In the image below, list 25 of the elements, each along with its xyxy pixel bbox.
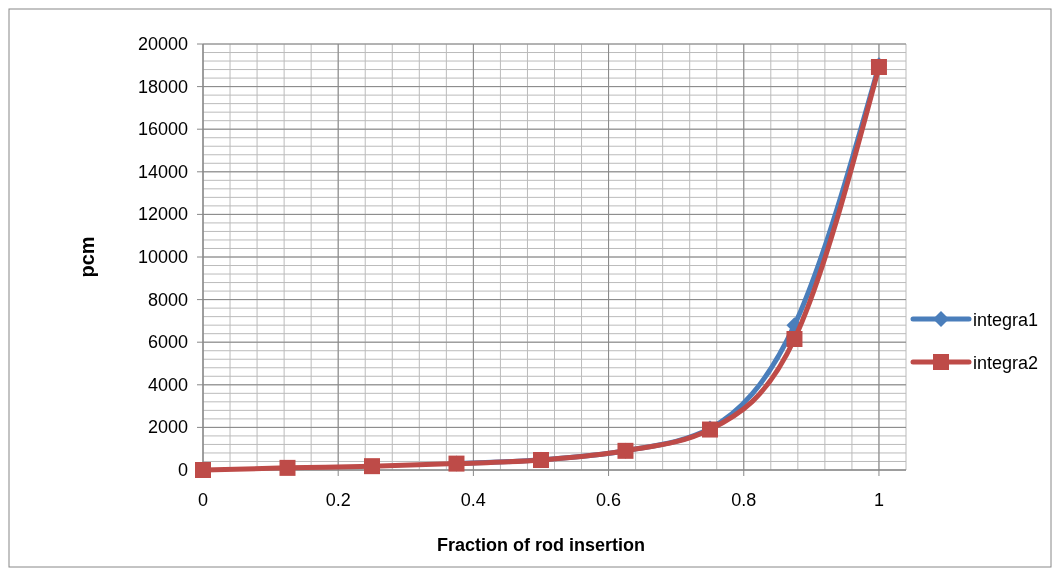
y-tick-label: 14000 [137,161,188,182]
x-tick-label: 0.4 [460,490,486,510]
x-axis-title: Fraction of rod insertion [436,535,645,555]
legend-label: integra2 [973,353,1039,373]
y-tick-label: 10000 [137,247,188,267]
y-tick-label: 0 [177,460,188,480]
x-tick-label: 0.8 [731,490,757,510]
y-tick-label: 4000 [147,374,188,395]
y-tick-label: 2000 [147,417,188,438]
y-tick-label: 12000 [137,204,188,225]
x-tick-label: 0 [197,490,209,510]
legend-label: integra1 [973,310,1039,330]
point [279,459,296,476]
point [195,462,211,478]
y-tick-label: 6000 [147,332,188,353]
y-tick-label: 20000 [137,34,188,54]
y-tick-label: 8000 [147,289,188,310]
x-tick-label: 1 [873,490,884,510]
x-tick-label: 0.6 [596,490,622,510]
y-tick-label: 16000 [137,119,188,140]
point [786,331,803,348]
point [363,458,380,475]
y-tick-label: 18000 [137,76,188,97]
x-tick-label: 0.2 [325,490,351,510]
y-axis-title: pcm [76,236,98,278]
